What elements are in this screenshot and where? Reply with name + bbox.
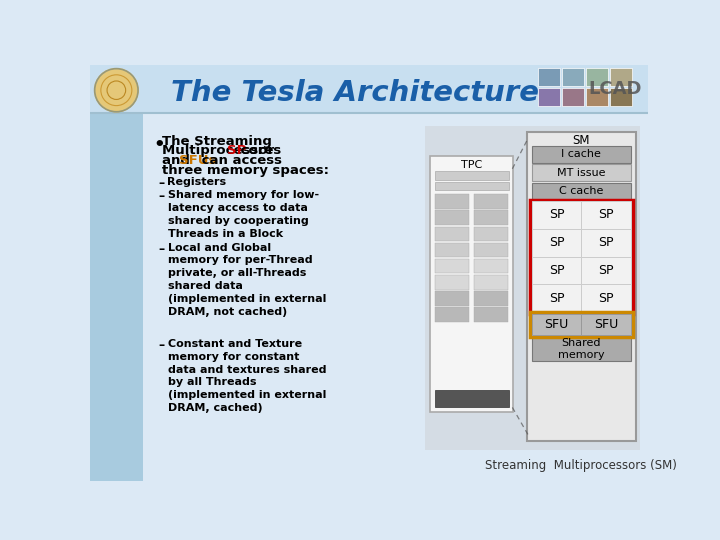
Text: and: and (162, 154, 194, 167)
Text: Local and Global
memory for per-Thread
private, or all-Threads
shared data
(impl: Local and Global memory for per-Thread p… (168, 242, 326, 316)
Text: LCAD: LCAD (588, 80, 642, 98)
Text: –: – (158, 242, 164, 255)
Text: SP: SP (549, 208, 564, 221)
FancyBboxPatch shape (532, 164, 631, 181)
FancyBboxPatch shape (435, 307, 469, 322)
FancyBboxPatch shape (435, 259, 469, 273)
FancyBboxPatch shape (532, 201, 581, 229)
FancyBboxPatch shape (538, 68, 559, 85)
Circle shape (94, 69, 138, 112)
Text: SP: SP (549, 236, 564, 249)
FancyBboxPatch shape (474, 226, 508, 241)
FancyBboxPatch shape (474, 194, 508, 209)
FancyBboxPatch shape (562, 88, 584, 106)
Text: •: • (153, 137, 165, 154)
Text: –: – (158, 190, 164, 203)
FancyBboxPatch shape (586, 88, 608, 106)
Text: TPC: TPC (461, 160, 482, 170)
Text: SP: SP (598, 264, 614, 277)
FancyBboxPatch shape (532, 229, 581, 256)
Text: SP: SP (228, 145, 246, 158)
Text: SP: SP (549, 292, 564, 305)
FancyBboxPatch shape (581, 229, 631, 256)
FancyBboxPatch shape (431, 157, 513, 412)
FancyBboxPatch shape (474, 275, 508, 289)
FancyBboxPatch shape (532, 146, 631, 163)
FancyBboxPatch shape (474, 259, 508, 273)
Text: SP: SP (549, 264, 564, 277)
FancyBboxPatch shape (586, 68, 608, 85)
Text: Shared memory for low-
latency access to data
shared by cooperating
Threads in a: Shared memory for low- latency access to… (168, 190, 319, 239)
Text: SFU: SFU (594, 318, 618, 331)
FancyBboxPatch shape (538, 88, 559, 106)
FancyBboxPatch shape (532, 284, 581, 312)
FancyBboxPatch shape (435, 226, 469, 241)
FancyBboxPatch shape (435, 390, 508, 407)
FancyBboxPatch shape (90, 65, 648, 112)
FancyBboxPatch shape (581, 284, 631, 312)
Text: SP: SP (598, 208, 614, 221)
FancyBboxPatch shape (527, 132, 636, 441)
Text: cores: cores (236, 145, 281, 158)
Text: Constant and Texture
memory for constant
data and textures shared
by all Threads: Constant and Texture memory for constant… (168, 339, 326, 413)
Text: Multiprocessor: Multiprocessor (162, 145, 279, 158)
FancyBboxPatch shape (435, 211, 469, 225)
Text: Registers: Registers (168, 177, 227, 187)
Text: can access: can access (197, 154, 282, 167)
FancyBboxPatch shape (435, 291, 469, 306)
Text: SP: SP (598, 292, 614, 305)
FancyBboxPatch shape (435, 194, 469, 209)
FancyBboxPatch shape (610, 88, 631, 106)
Text: C cache: C cache (559, 186, 603, 196)
Text: Streaming  Multiprocessors (SM): Streaming Multiprocessors (SM) (485, 459, 678, 472)
Text: I cache: I cache (562, 149, 601, 159)
Text: MT issue: MT issue (557, 167, 606, 178)
Text: SFU: SFU (544, 318, 569, 331)
Text: The Tesla Architecture: The Tesla Architecture (171, 78, 539, 106)
FancyBboxPatch shape (474, 291, 508, 306)
FancyBboxPatch shape (562, 68, 584, 85)
FancyBboxPatch shape (610, 68, 631, 85)
FancyBboxPatch shape (581, 201, 631, 229)
FancyBboxPatch shape (581, 314, 631, 335)
Text: three memory spaces:: three memory spaces: (162, 164, 329, 177)
Text: SM: SM (572, 134, 590, 147)
FancyBboxPatch shape (435, 171, 508, 179)
Text: SP: SP (598, 236, 614, 249)
Text: –: – (158, 177, 164, 190)
FancyBboxPatch shape (435, 182, 508, 190)
FancyBboxPatch shape (90, 112, 143, 481)
FancyBboxPatch shape (532, 314, 581, 335)
FancyBboxPatch shape (532, 256, 581, 284)
FancyBboxPatch shape (474, 242, 508, 257)
FancyBboxPatch shape (532, 336, 631, 361)
Text: The Streaming: The Streaming (162, 135, 272, 148)
FancyBboxPatch shape (425, 126, 640, 450)
FancyBboxPatch shape (532, 183, 631, 200)
Text: –: – (158, 339, 164, 352)
FancyBboxPatch shape (581, 256, 631, 284)
FancyBboxPatch shape (474, 307, 508, 322)
FancyBboxPatch shape (474, 211, 508, 225)
Text: SFUs: SFUs (179, 154, 217, 167)
FancyBboxPatch shape (435, 275, 469, 289)
Text: Shared
memory: Shared memory (558, 338, 605, 360)
FancyBboxPatch shape (435, 242, 469, 257)
